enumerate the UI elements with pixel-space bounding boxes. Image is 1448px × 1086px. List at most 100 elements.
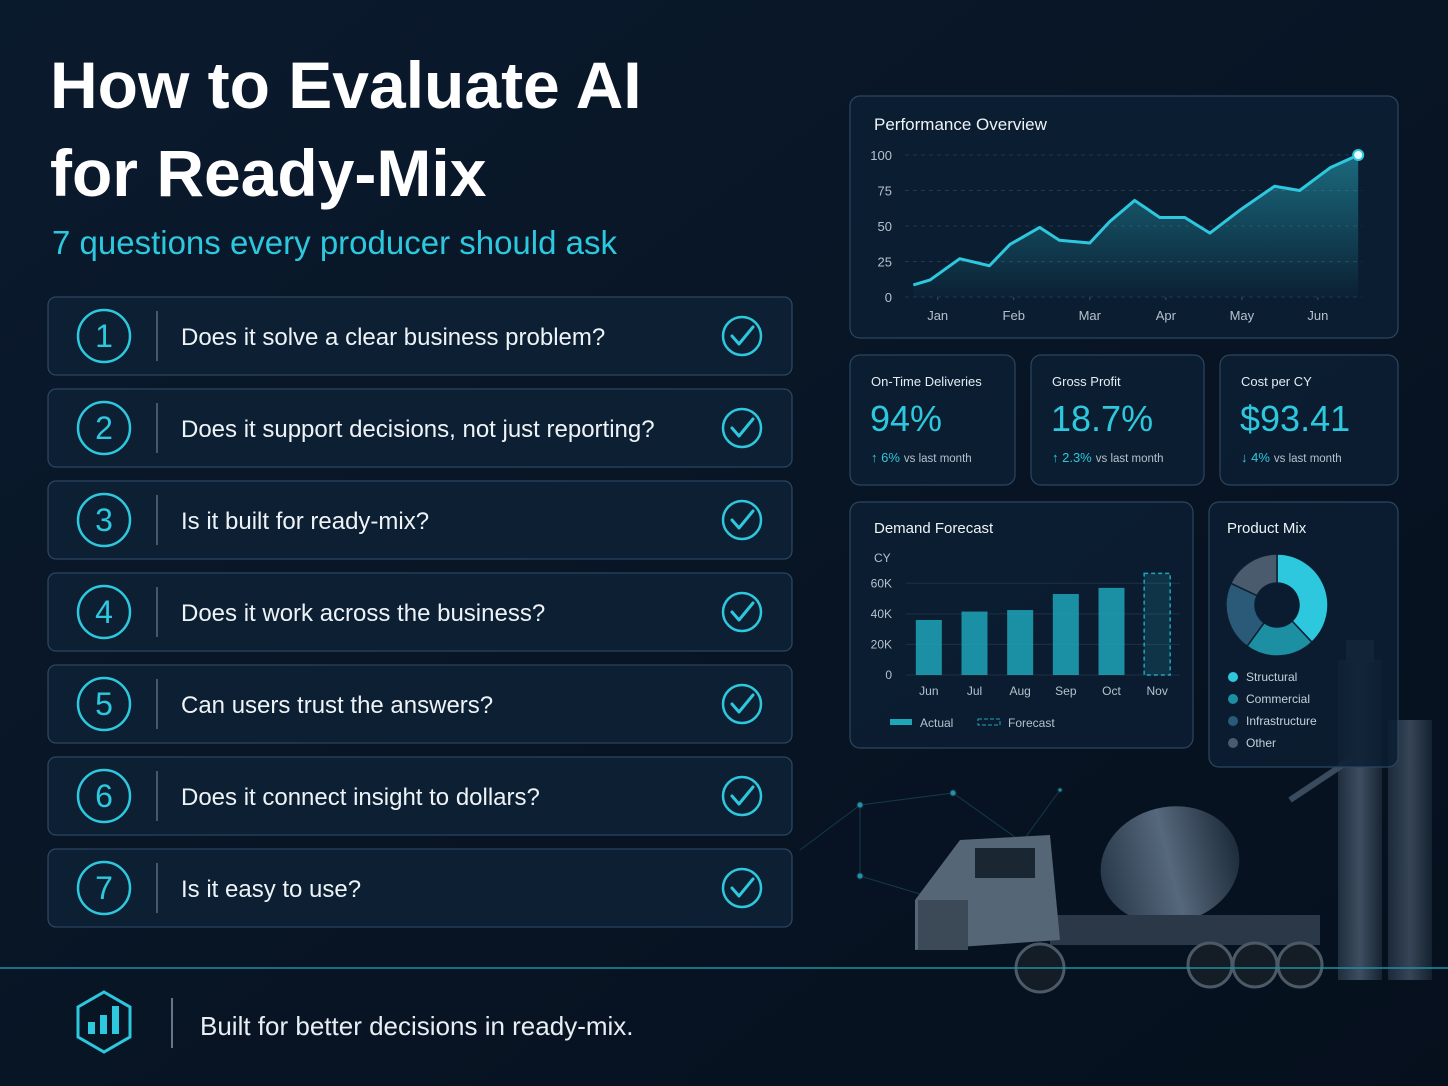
- legend-dot: [1228, 672, 1238, 682]
- title-line: How to Evaluate AI: [50, 48, 642, 122]
- question-text: Does it support decisions, not just repo…: [181, 416, 655, 443]
- kpi-label: Gross Profit: [1052, 374, 1121, 389]
- card: [849, 354, 1016, 486]
- kpi-change-value: ↑ 2.3%: [1052, 450, 1092, 465]
- number-badge: [76, 768, 132, 824]
- y-tick-label: 20K: [871, 637, 892, 651]
- title-line: for Ready-Mix: [50, 136, 487, 210]
- x-tick-label: Aug: [1009, 684, 1030, 698]
- question-text: Does it connect insight to dollars?: [181, 784, 540, 811]
- question-number: 7: [95, 870, 113, 906]
- bar: [1052, 593, 1079, 675]
- bar: [1143, 572, 1171, 676]
- question-text: Does it work across the business?: [181, 600, 545, 627]
- check-icon: [721, 683, 763, 725]
- y-tick-label: 100: [870, 148, 892, 163]
- footer-text: Built for better decisions in ready-mix.: [200, 1011, 634, 1041]
- y-tick-label: 50: [878, 219, 892, 234]
- check-icon: [721, 775, 763, 817]
- axis-label: CY: [874, 551, 891, 565]
- y-tick-label: 60K: [871, 576, 892, 590]
- bar: [1098, 587, 1125, 675]
- check-icon: [721, 407, 763, 449]
- kpi-value: 18.7%: [1051, 398, 1153, 439]
- x-tick-label: Mar: [1079, 308, 1102, 323]
- number-badge: [76, 860, 132, 916]
- question-text: Can users trust the answers?: [181, 692, 493, 719]
- subtitle: 7 questions every producer should ask: [52, 224, 617, 261]
- kpi-value: $93.41: [1240, 398, 1350, 439]
- question-number: 4: [95, 594, 113, 630]
- number-badge: [76, 308, 132, 364]
- question-number: 3: [95, 502, 113, 538]
- question-card: [47, 480, 793, 560]
- question-number: 5: [95, 686, 113, 722]
- check-icon: [730, 325, 755, 346]
- network-decoration: [799, 787, 1063, 901]
- legend-dot: [1228, 716, 1238, 726]
- legend-label: Forecast: [1008, 716, 1055, 730]
- number-badge: [76, 676, 132, 732]
- card: [1030, 354, 1205, 486]
- legend-label: Other: [1246, 736, 1276, 750]
- question-card: [47, 756, 793, 836]
- y-tick-label: 0: [885, 668, 892, 682]
- question-text: Is it easy to use?: [181, 876, 361, 903]
- chart-title: Performance Overview: [874, 115, 1048, 134]
- x-tick-label: Feb: [1003, 308, 1025, 323]
- legend-label: Commercial: [1246, 692, 1310, 706]
- x-tick-label: Jan: [927, 308, 948, 323]
- check-icon: [721, 591, 763, 633]
- check-icon: [730, 601, 755, 622]
- number-badge: [76, 584, 132, 640]
- card: [1219, 354, 1399, 486]
- y-tick-label: 75: [878, 184, 892, 199]
- question-number: 6: [95, 778, 113, 814]
- legend-swatch: [890, 719, 912, 725]
- legend-label: Structural: [1246, 670, 1297, 684]
- legend-label: Actual: [920, 716, 953, 730]
- check-icon: [721, 867, 763, 909]
- question-number: 1: [95, 318, 113, 354]
- kpi-change-value: ↑ 6%: [871, 450, 900, 465]
- question-card: [47, 296, 793, 376]
- legend-label: Infrastructure: [1246, 714, 1317, 728]
- legend-dot: [1228, 694, 1238, 704]
- end-marker: [1352, 149, 1365, 161]
- kpi-change-note: vs last month: [904, 453, 972, 465]
- x-tick-label: Oct: [1102, 684, 1121, 698]
- footer-icon: [76, 990, 132, 1054]
- x-tick-label: Nov: [1146, 684, 1167, 698]
- x-tick-label: Jun: [1307, 308, 1328, 323]
- kpi-label: Cost per CY: [1241, 374, 1312, 389]
- question-card: [47, 388, 793, 468]
- check-icon: [721, 315, 763, 357]
- truck-silhouette: [915, 806, 1324, 994]
- number-badge: [76, 400, 132, 456]
- kpi-change-value: ↓ 4%: [1241, 450, 1270, 465]
- kpi-change: ↓ 4% vs last month: [1241, 450, 1342, 465]
- check-icon: [730, 785, 755, 806]
- legend-swatch: [977, 718, 1001, 726]
- question-card: [47, 572, 793, 652]
- check-icon: [730, 877, 755, 898]
- pie-slice: [1229, 553, 1278, 597]
- kpi-value: 94%: [870, 398, 942, 439]
- x-tick-label: Jun: [919, 684, 938, 698]
- kpi-change-note: vs last month: [1274, 453, 1342, 465]
- kpi-label: On-Time Deliveries: [871, 374, 982, 389]
- y-tick-label: 0: [885, 290, 892, 305]
- x-tick-label: May: [1230, 308, 1255, 323]
- check-icon: [730, 509, 755, 530]
- question-text: Is it built for ready-mix?: [181, 508, 429, 535]
- y-tick-label: 25: [878, 255, 892, 270]
- bar: [915, 619, 942, 675]
- y-tick-label: 40K: [871, 607, 892, 621]
- legend-dot: [1228, 738, 1238, 748]
- check-icon: [730, 417, 755, 438]
- kpi-change: ↑ 6% vs last month: [871, 450, 972, 465]
- chart-title: Demand Forecast: [874, 520, 994, 537]
- pie-slice: [1276, 553, 1329, 644]
- line: [912, 153, 1359, 287]
